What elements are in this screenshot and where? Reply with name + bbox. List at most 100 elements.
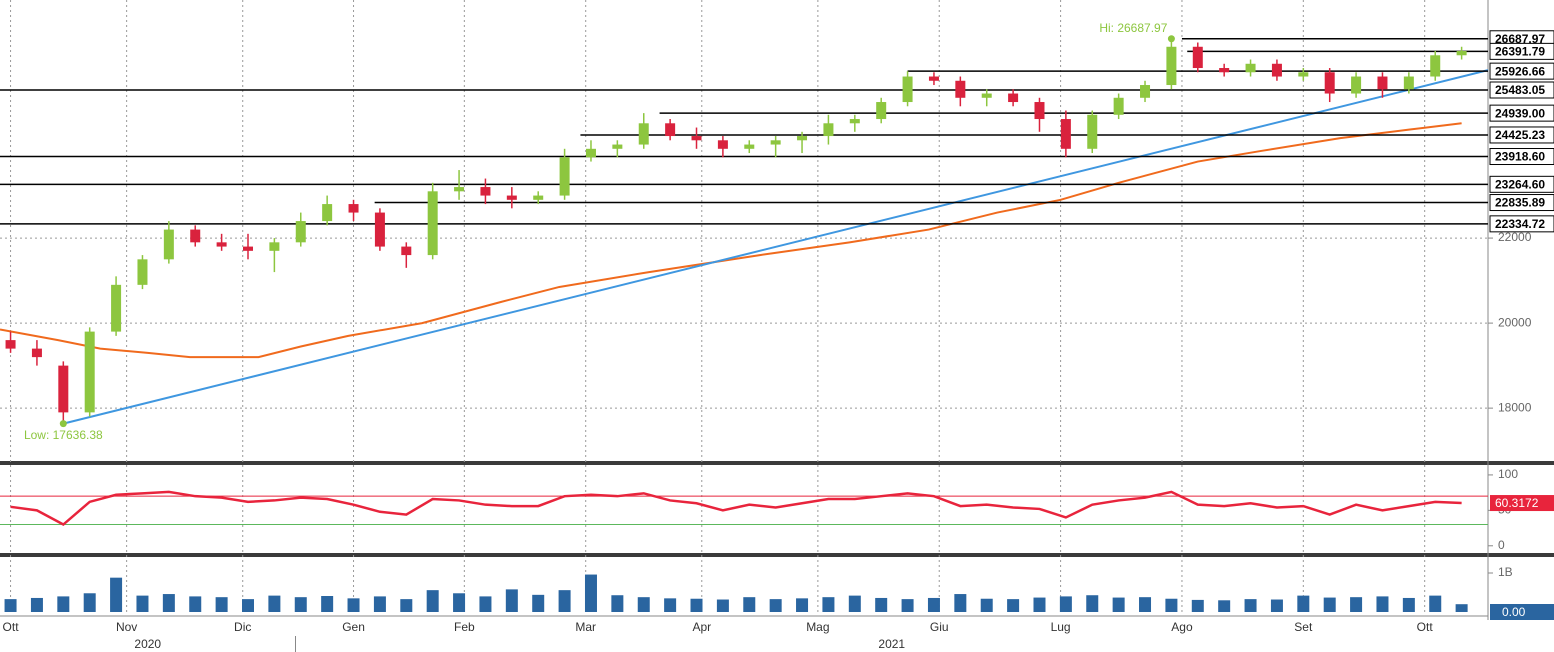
panel-separator [0,461,1554,465]
volume-bar [373,596,386,612]
volume-bar [347,598,360,612]
volume-bar [954,594,967,612]
level-label: 23264.60 [1495,177,1545,191]
volume-bar [848,595,861,612]
candle-body [1060,119,1071,149]
x-tick-label: Lug [1051,620,1071,634]
y-tick-label: 0 [1498,538,1505,552]
candle-body [480,187,491,196]
candle-body [744,144,755,149]
x-tick-label: Apr [692,620,711,634]
level-box [1489,175,1554,193]
volume-bar [769,599,782,612]
candle-body [5,340,16,349]
volume-bar [743,597,756,612]
candle-body [612,144,623,149]
volume-bar [1112,597,1125,612]
candle-body [506,195,517,200]
candle-body [1087,114,1098,149]
volume-bar [1376,596,1389,612]
volume-bar [30,597,43,612]
candle-body [216,242,227,247]
candle-body [876,102,887,120]
volume-bar [1323,597,1336,612]
volume-bar [4,599,17,612]
candle-body [348,204,359,213]
volume-bar [1244,599,1257,612]
candle-body [823,123,834,137]
volume-bar [268,595,281,612]
candle-body [1192,46,1203,69]
annotation-point [59,420,67,428]
volume-bar [1218,600,1231,612]
level-label: 26391.79 [1495,45,1545,59]
candle-body [1034,102,1045,120]
last-value-label: 60.3172 [1495,496,1539,510]
candle-body [849,119,860,124]
volume-bar [584,574,597,612]
x-tick-label: Giu [930,620,949,634]
level-box [1489,148,1554,166]
volume-bar [664,598,677,612]
x-tick-label: Mar [575,620,596,634]
volume-bar [162,594,175,612]
volume-bar [505,589,518,612]
volume-bar [1270,599,1283,612]
volume-bar [637,597,650,612]
candle-body [1351,76,1362,94]
x-tick-label: Nov [116,620,137,634]
volume-bar [479,596,492,612]
candle-body [295,221,306,243]
volume-bar [927,597,940,612]
volume-bar [1191,599,1204,612]
volume-bar [1139,597,1152,612]
annotation-point [1167,35,1175,43]
volume-bar [83,593,96,612]
last-value-label: 0.00 [1502,605,1526,619]
volume-bar [1165,598,1178,612]
candle-body [1008,93,1019,103]
candle-body [1166,46,1177,86]
candle-body [665,123,676,137]
candle-body [1113,97,1124,115]
candle-body [454,187,465,192]
candle-body [269,242,280,251]
volume-bar [110,577,123,612]
candle-body [902,76,913,103]
volume-bar [901,599,914,612]
level-box [1489,104,1554,122]
x-tick-label: Gen [342,620,365,634]
volume-bar [1059,596,1072,612]
level-box [1489,126,1554,144]
level-box [1489,194,1554,212]
candle-body [1324,72,1335,94]
volume-bar [1402,597,1415,612]
x-tick-label: Ago [1171,620,1193,634]
level-box [1489,62,1554,80]
x-tick-label: Feb [454,620,475,634]
y-tick-label: 20000 [1498,315,1532,329]
last-value-box [1490,604,1554,620]
volume-bar [57,596,70,612]
volume-bar [400,599,413,612]
volume-bar [1033,597,1046,612]
volume-bar [558,590,571,612]
candle-body [374,212,385,247]
year-label: 2020 [134,637,161,651]
candle-body [84,331,95,413]
x-tick-label: Dic [234,620,251,634]
volume-bar [611,595,624,612]
candle-body [770,140,781,145]
candle-body [981,93,992,98]
volume-bar [1086,595,1099,612]
candle-body [1298,72,1309,77]
candle-body [58,365,69,413]
volume-bar [1455,604,1468,612]
last-value-box [1490,495,1554,512]
panel-separator [0,553,1554,557]
candle-body [1245,63,1256,73]
candle-body [137,259,148,285]
level-label: 24425.23 [1495,128,1545,142]
